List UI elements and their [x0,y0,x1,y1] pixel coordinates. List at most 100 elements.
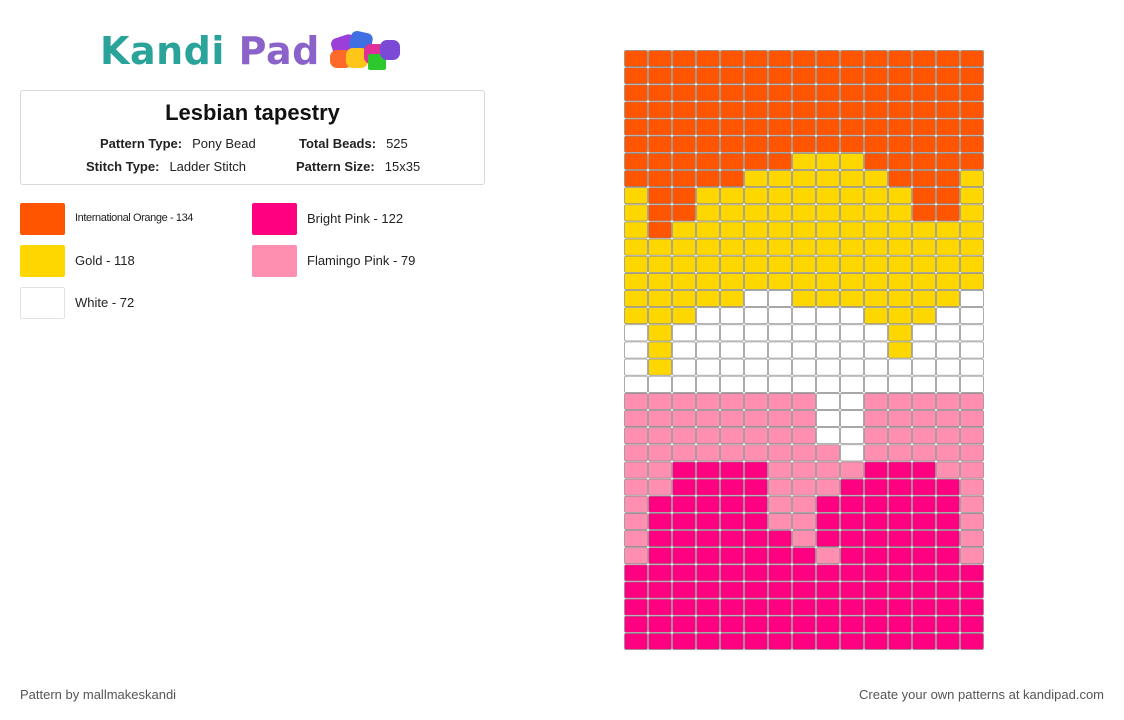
bead [648,581,672,599]
bead [960,615,984,633]
bead [720,101,744,119]
bead [840,204,864,222]
bead [816,135,840,153]
bead [696,547,720,565]
bead [936,307,960,325]
bead [744,255,768,273]
bead [864,307,888,325]
bead [624,118,648,136]
bead [912,153,936,170]
pattern-info-card: Lesbian tapestry Pattern Type: Pony Bead … [20,90,485,185]
bead [648,255,672,273]
bead [840,444,864,462]
bead [840,461,864,479]
bead [840,290,864,307]
bead [792,170,816,187]
bead [696,273,720,290]
bead [792,273,816,290]
bead [888,495,912,513]
bead [888,478,912,496]
bead [768,290,792,307]
bead [816,615,840,633]
bead [768,50,792,67]
bead [816,153,840,170]
bead [768,547,792,565]
color-label-flamingo-pink: Flamingo Pink - 79 [307,253,416,268]
bead [672,393,696,410]
bead [864,615,888,633]
pattern-type-value: Pony Bead [192,136,256,151]
bead [792,221,816,239]
bead [720,221,744,239]
color-swatch-international-orange [20,203,65,235]
bead [936,393,960,410]
bead [936,598,960,616]
bead [792,341,816,359]
bead [912,50,936,67]
bead [648,135,672,153]
bead [888,564,912,582]
bead [792,547,816,565]
bead [888,598,912,616]
bead [672,101,696,119]
bead [624,324,648,342]
bead [960,135,984,153]
bead [744,358,768,376]
bead [648,633,672,650]
kandipad-link[interactable]: Create your own patterns at kandipad.com [859,687,1104,702]
bead [912,255,936,273]
bead [768,101,792,119]
bead [768,341,792,359]
bead [912,633,936,650]
bead [696,633,720,650]
bead [960,273,984,290]
bead [648,564,672,582]
bead [720,410,744,427]
bead [888,238,912,256]
bead [648,393,672,410]
bead [792,255,816,273]
bead [792,204,816,222]
bead [960,461,984,479]
bead [672,513,696,530]
bead [720,358,744,376]
bead [720,67,744,85]
bead [768,135,792,153]
bead [648,187,672,205]
bead [768,118,792,136]
bead [720,633,744,650]
bead [624,170,648,187]
bead [672,410,696,427]
bead [960,101,984,119]
bead [648,615,672,633]
bead [816,564,840,582]
bead [960,307,984,325]
bead [744,615,768,633]
bead [744,427,768,445]
bead [672,478,696,496]
bead [792,495,816,513]
bead [720,478,744,496]
bead [960,290,984,307]
bead [864,273,888,290]
bead [840,633,864,650]
bead [648,495,672,513]
bead [648,101,672,119]
bead [768,255,792,273]
bead [816,410,840,427]
bead [864,375,888,393]
bead [720,444,744,462]
bead [864,564,888,582]
bead [672,153,696,170]
bead [744,135,768,153]
kandipad-logo[interactable]: Kandi Pad [100,26,410,76]
bead [816,375,840,393]
bead [840,170,864,187]
bead [816,478,840,496]
bead [792,84,816,102]
bead [936,547,960,565]
bead [696,135,720,153]
bead [864,238,888,256]
bead [840,153,864,170]
bead [768,598,792,616]
